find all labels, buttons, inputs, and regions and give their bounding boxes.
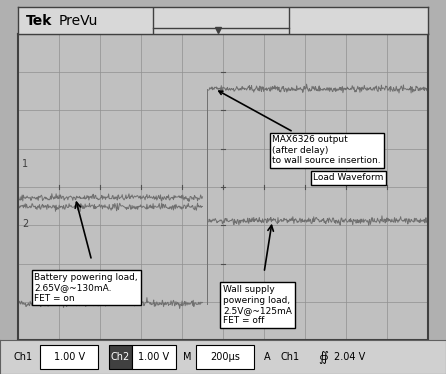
FancyBboxPatch shape (109, 346, 132, 369)
Text: Ch1: Ch1 (281, 352, 299, 362)
FancyBboxPatch shape (132, 346, 176, 369)
Text: M: M (183, 352, 192, 362)
Text: MAX6326 output
(after delay)
to wall source insertion.: MAX6326 output (after delay) to wall sou… (219, 91, 381, 165)
Text: A: A (264, 352, 271, 362)
Text: Load Waveform: Load Waveform (313, 173, 384, 182)
Text: Battery powering load,
2.65V@~130mA.
FET = on: Battery powering load, 2.65V@~130mA. FET… (34, 273, 138, 303)
Text: PreVu: PreVu (59, 13, 98, 28)
Text: Ch1: Ch1 (13, 352, 33, 362)
Text: Tek: Tek (26, 13, 53, 28)
Text: ∯: ∯ (318, 351, 328, 364)
Text: 200μs: 200μs (211, 352, 240, 362)
Text: 2.04 V: 2.04 V (334, 352, 366, 362)
Text: 1.00 V: 1.00 V (54, 352, 85, 362)
Text: 1: 1 (22, 159, 28, 169)
FancyBboxPatch shape (196, 346, 254, 369)
Text: 1.00 V: 1.00 V (138, 352, 169, 362)
FancyBboxPatch shape (40, 346, 98, 369)
Text: Wall supply
powering load,
2.5V@~125mA
FET = off: Wall supply powering load, 2.5V@~125mA F… (223, 285, 292, 325)
Text: Ch2: Ch2 (111, 352, 130, 362)
Text: 2: 2 (22, 219, 28, 229)
